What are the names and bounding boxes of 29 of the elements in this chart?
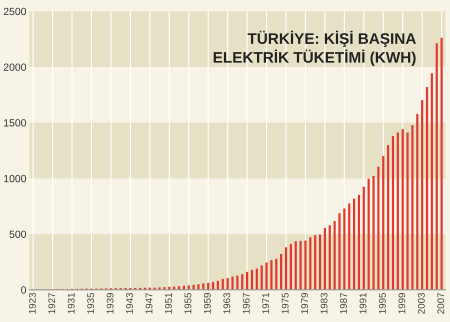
y-tick-label: 500 <box>10 230 26 238</box>
x-tick-label: 1959 <box>204 293 211 314</box>
y-tick-label: 0 <box>21 286 26 294</box>
y-tick-label: 1000 <box>4 174 26 182</box>
y-tick-label: 1500 <box>4 119 26 127</box>
x-tick-label: 2007 <box>437 293 444 314</box>
x-tick-label: 1931 <box>68 293 75 314</box>
x-tick-label: 2003 <box>418 293 425 314</box>
x-tick-label: 1951 <box>165 293 172 314</box>
text: TÜRKİYE: KİŞİ BAŞINA ELEKTRİK TÜKETİMİ (KWH) <box>214 30 416 66</box>
x-tick-label: 1991 <box>360 293 366 314</box>
x-tick-label: 1975 <box>282 292 289 314</box>
x-tick-label: 1939 <box>106 293 114 314</box>
x-tick-label: 1967 <box>242 293 250 314</box>
x-tick-label: 1943 <box>126 293 134 314</box>
x-tick-label: 1947 <box>146 293 152 314</box>
x-tick-label: 1955 <box>184 292 192 314</box>
x-tick-label: 1923 <box>28 293 36 314</box>
x-tick-label: 1971 <box>262 293 270 314</box>
x-tick-label: 1995 <box>378 292 386 314</box>
x-tick-label: 1983 <box>320 293 328 314</box>
y-tick-label: 2000 <box>4 63 26 71</box>
x-tick-label: 1979 <box>301 293 308 314</box>
x-tick-label: 1963 <box>223 293 230 314</box>
x-tick-label: 1927 <box>48 293 56 314</box>
x-tick-label: 1987 <box>340 293 347 314</box>
x-tick-label: 1999 <box>398 293 406 314</box>
y-tick-label: 2500 <box>4 8 26 16</box>
x-tick-label: 1935 <box>87 292 94 314</box>
